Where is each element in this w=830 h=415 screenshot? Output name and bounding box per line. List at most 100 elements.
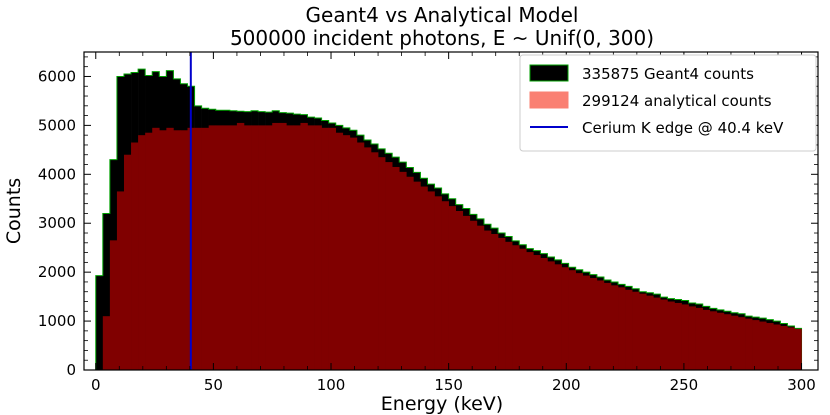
analytical-bar [286,125,294,370]
analytical-bar [540,257,548,370]
analytical-bar [180,130,188,370]
y-tick-label: 3000 [38,214,76,232]
y-tick-label: 5000 [38,116,76,134]
y-tick-label: 1000 [38,312,76,330]
legend-label-geant4: 335875 Geant4 counts [582,65,754,83]
geant4-bar [102,213,111,370]
x-tick-label: 150 [434,376,463,394]
analytical-bar [780,325,788,370]
analytical-bar [279,122,287,370]
analytical-bar [759,321,767,370]
legend: 335875 Geant4 counts 299124 analytical c… [519,54,817,152]
analytical-bar [469,220,478,370]
analytical-bar [766,323,774,370]
chart-title: Geant4 vs Analytical Model [306,3,579,27]
analytical-bar [272,122,280,370]
analytical-bar [794,328,802,370]
analytical-bar [554,264,562,370]
analytical-bar [639,293,647,370]
analytical-bar [646,295,654,370]
analytical-bar [434,196,442,370]
analytical-bar [420,186,428,370]
analytical-bar [709,311,718,370]
analytical-bar [561,267,569,370]
y-tick-label: 6000 [38,67,76,85]
analytical-bar [300,122,308,370]
legend-label-kedge: Cerium K edge @ 40.4 keV [582,119,784,137]
analytical-bar [695,307,704,370]
y-axis-label: Counts [3,178,25,244]
analytical-bar [498,237,506,370]
x-tick-label: 250 [670,376,699,394]
legend-swatch-analytical [529,91,569,109]
analytical-bar [392,166,400,370]
analytical-bar [427,191,435,370]
analytical-bar [575,273,584,370]
analytical-bar [519,248,527,370]
analytical-bar [483,230,492,370]
analytical-bar [166,127,174,370]
analytical-bar [582,275,591,370]
analytical-bar [533,255,541,370]
geant4-outline [95,68,803,370]
analytical-bar [102,316,111,370]
analytical-bar [314,125,322,370]
x-axis-label: Energy (keV) [381,393,503,415]
analytical-bar [448,206,457,370]
analytical-bar [258,125,266,370]
analytical-bar [681,304,689,370]
analytical-bar [505,241,513,370]
analytical-bar [596,280,605,370]
analytical-bar [702,309,711,370]
analytical-bar [194,127,202,370]
analytical-bar [138,135,146,370]
x-tick-label: 0 [91,376,101,394]
y-tick-label: 0 [66,361,76,379]
chart-subtitle: 500000 incident photons, E ~ Unif(0, 300… [230,26,654,50]
analytical-bar [236,122,245,370]
analytical-bar [441,201,449,370]
analytical-bar [378,157,386,370]
axes-frame [83,51,819,371]
analytical-bar [116,191,125,370]
plot-area [95,68,803,371]
analytical-bar [307,125,315,370]
analytical-bar [660,299,668,370]
analytical-bar [618,287,626,370]
analytical-bar [632,291,640,370]
analytical-bar [243,125,252,370]
analytical-bar [625,289,633,370]
analytical-bar [349,137,358,370]
analytical-bar [173,130,181,370]
analytical-bar [752,320,760,370]
analytical-bar [131,142,139,370]
analytical-bar [490,233,499,370]
analytical-bar [653,297,661,370]
analytical-bar [723,314,732,370]
analytical-bar [229,125,238,370]
legend-label-analytical: 299124 analytical counts [582,92,772,110]
analytical-bar [328,127,337,370]
analytical-bar [293,125,301,370]
analytical-bar [476,225,485,370]
x-tick-label: 100 [317,376,346,394]
analytical-bar [335,132,344,370]
analytical-bar [589,278,598,370]
x-tick-label: 200 [552,376,581,394]
analytical-bar [674,302,682,370]
geant4-bar [95,275,104,370]
analytical-bar [667,301,675,370]
analytical-bar [222,125,231,370]
analytical-bar [399,171,407,370]
analytical-bar [413,181,421,370]
x-tick-label: 300 [787,376,816,394]
analytical-bar [152,127,160,370]
analytical-bar [547,261,555,370]
analytical-bar [603,282,612,370]
analytical-bar [145,132,153,370]
analytical-bar [526,252,534,370]
analytical-bar [787,327,795,370]
analytical-bar [716,312,725,370]
analytical-bar [201,127,209,370]
